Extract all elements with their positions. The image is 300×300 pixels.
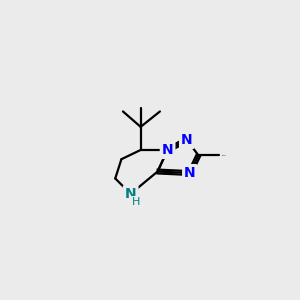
Text: N: N: [162, 143, 173, 157]
Text: N: N: [184, 166, 196, 180]
Text: N: N: [125, 187, 136, 201]
Text: methyl: methyl: [221, 155, 226, 156]
Text: H: H: [132, 196, 140, 206]
Text: N: N: [181, 133, 193, 147]
